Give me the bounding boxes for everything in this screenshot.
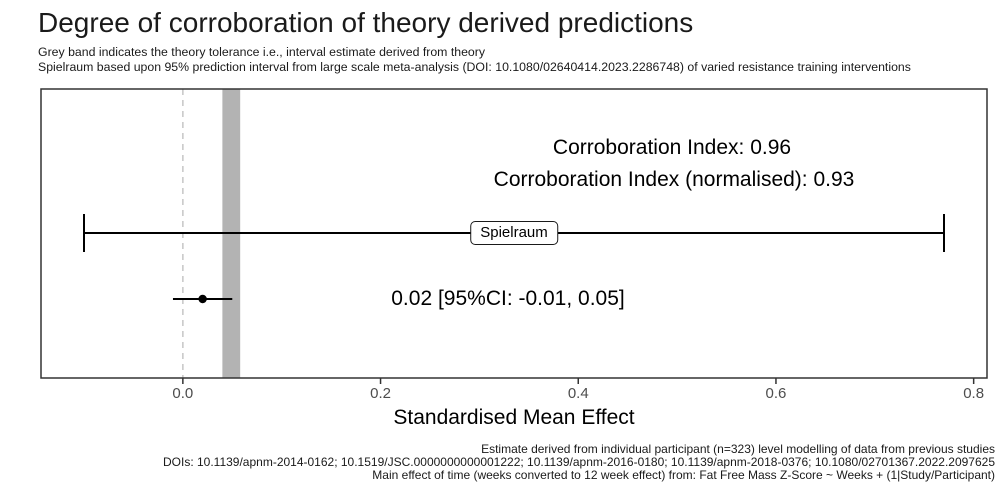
x-tick-label: 0.0 [172, 385, 194, 402]
subtitle-line-2: Spielraum based upon 95% prediction inte… [38, 60, 911, 74]
x-tick-label: 0.6 [765, 385, 787, 402]
caption-line-3: Main effect of time (weeks converted to … [372, 468, 995, 482]
caption-line-1: Estimate derived from individual partici… [481, 442, 995, 456]
x-tick-label: 0.8 [963, 385, 985, 402]
corroboration-index-normalised-text: Corroboration Index (normalised): 0.93 [493, 168, 855, 191]
chart-subtitle: Grey band indicates the theory tolerance… [38, 45, 911, 75]
x-axis-title: Standardised Mean Effect [393, 406, 635, 429]
chart-caption: Estimate derived from individual partici… [163, 443, 995, 482]
spielraum-label: Spielraum [470, 221, 558, 245]
estimate-point [198, 294, 207, 304]
corroboration-index-text: Corroboration Index: 0.96 [552, 136, 792, 159]
chart-title: Degree of corroboration of theory derive… [38, 7, 694, 38]
x-tick-label: 0.2 [370, 385, 391, 402]
estimate-text: 0.02 [95%CI: -0.01, 0.05] [391, 287, 625, 310]
caption-line-2: DOIs: 10.1139/apnm-2014-0162; 10.1519/JS… [162, 455, 995, 469]
panel-border [40, 88, 988, 379]
x-tick-label: 0.4 [567, 385, 589, 402]
subtitle-line-1: Grey band indicates the theory tolerance… [38, 45, 486, 59]
